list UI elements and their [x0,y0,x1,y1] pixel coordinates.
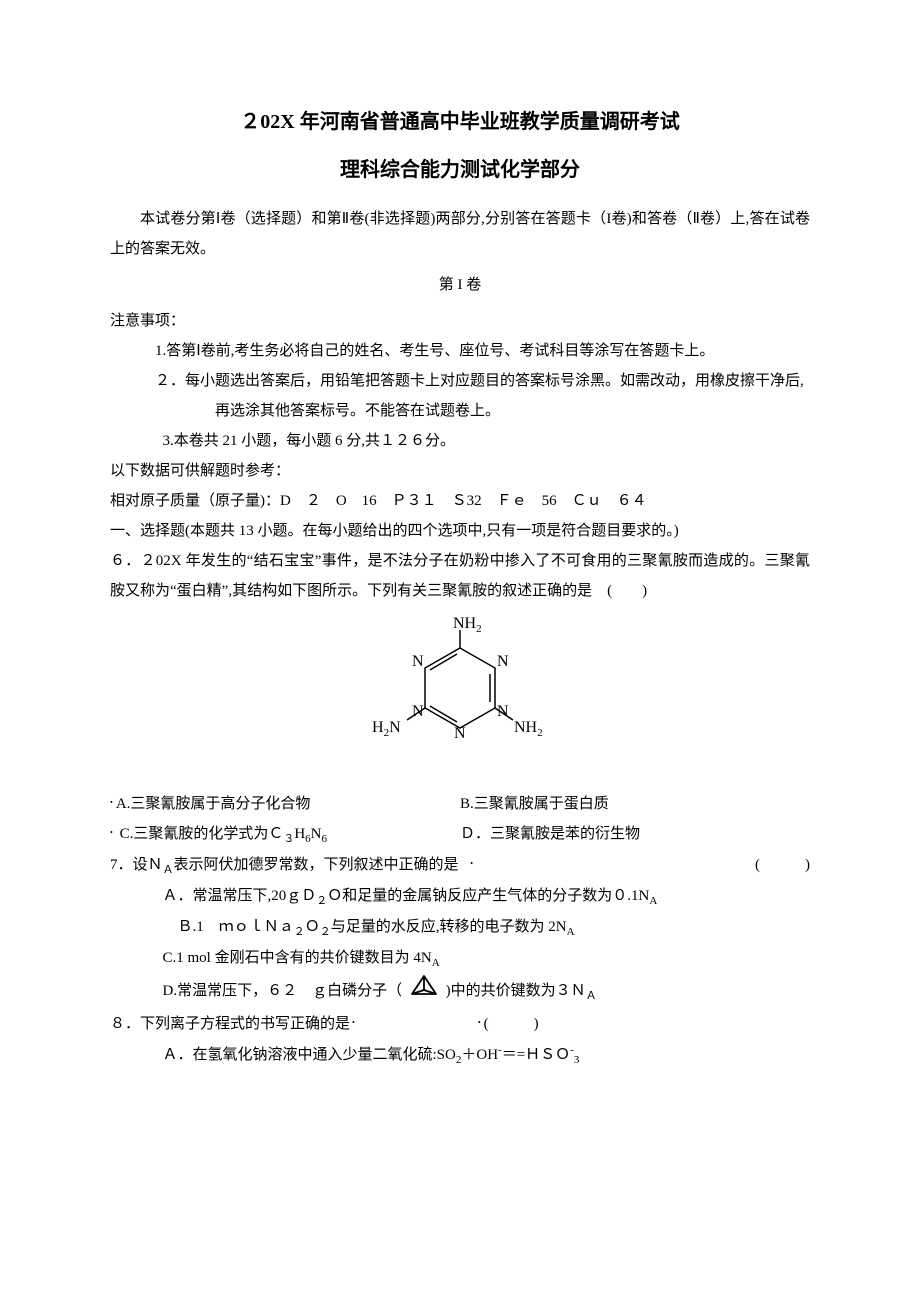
svg-text:N: N [497,653,509,670]
svg-text:N: N [454,725,466,742]
svg-text:N: N [412,653,424,670]
q7-option-b: Ｂ.1 ｍｏｌＮａ２Ｏ２与足量的水反应,转移的电子数为 2NA [110,912,810,943]
atomic-mass-line: 相对原子质量（原子量)：D ２ O 16 Ｐ３１ Ｓ32 Ｆｅ 56 Ｃｕ ６４ [110,486,810,516]
instruction-3: 3.本卷共 21 小题，每小题 6 分,共１２６分。 [110,426,810,456]
svg-text:N: N [497,703,509,720]
q6-option-a: A.三聚氰胺属于高分子化合物 [110,789,460,819]
q7-stem: 7．设ＮＡ表示阿伏加德罗常数，下列叙述中正确的是 ( ) [110,850,810,881]
instruction-2: ２．每小题选出答案后，用铅笔把答题卡上对应题目的答案标号涂黑。如需改动，用橡皮擦… [110,366,810,426]
q6-stem: ６．２02X 年发生的“结石宝宝”事件，是不法分子在奶粉中掺入了不可食用的三聚氰… [110,546,810,606]
q6-option-b: B.三聚氰胺属于蛋白质 [460,789,810,819]
subtitle: 理科综合能力测试化学部分 [110,150,810,190]
svg-text:N: N [412,703,424,720]
notice-header: 注意事项： [110,306,810,336]
svg-text:NH2: NH2 [514,719,543,739]
svg-text:H2N: H2N [372,719,401,739]
intro-paragraph: 本试卷分第Ⅰ卷（选择题）和第Ⅱ卷(非选择题)两部分,分别答在答题卡（I卷)和答卷… [110,204,810,264]
instruction-1: 1.答第Ⅰ卷前,考生务必将自己的姓名、考生号、座位号、考试科目等涂写在答题卡上。 [110,336,810,366]
q7-option-c: C.1 mol 金刚石中含有的共价键数目为 4NA [110,943,810,974]
choice-section-header: 一、选择题(本题共 13 小题。在每小题给出的四个选项中,只有一项是符合题目要求… [110,516,810,546]
q6-structure-figure: NH2 N N N N N NH2 H2N [110,614,810,785]
q6-options-row2: C.三聚氰胺的化学式为Ｃ３H6N6 Ｄ．三聚氰胺是苯的衍生物 [110,819,810,850]
q6-options-row1: A.三聚氰胺属于高分子化合物 B.三聚氰胺属于蛋白质 [110,789,810,819]
q8-stem: ８．下列离子方程式的书写正确的是 ( ) [110,1009,810,1039]
q8-option-a: Ａ．在氢氧化钠溶液中通入少量二氧化硫:SO2＋OH-＝=ＨＳＯ-3 [110,1039,810,1071]
svg-text:NH2: NH2 [453,615,482,635]
q7-option-d: D.常温常压下，６２ ｇ白磷分子（ )中的共价键数为３ＮＡ [110,974,810,1009]
section-1-label: 第 I 卷 [110,270,810,300]
reference-header: 以下数据可供解题时参考： [110,456,810,486]
melamine-structure-icon: NH2 N N N N N NH2 H2N [360,614,560,774]
tetrahedron-icon [410,974,438,1009]
main-title: ２02X 年河南省普通高中毕业班教学质量调研考试 [110,100,810,144]
q7-option-a: Ａ．常温常压下,20ｇＤ２Ｏ和足量的金属钠反应产生气体的分子数为０.1NA [110,881,810,912]
q6-option-c: C.三聚氰胺的化学式为Ｃ３H6N6 [110,819,460,850]
q6-option-d: Ｄ．三聚氰胺是苯的衍生物 [460,819,810,850]
